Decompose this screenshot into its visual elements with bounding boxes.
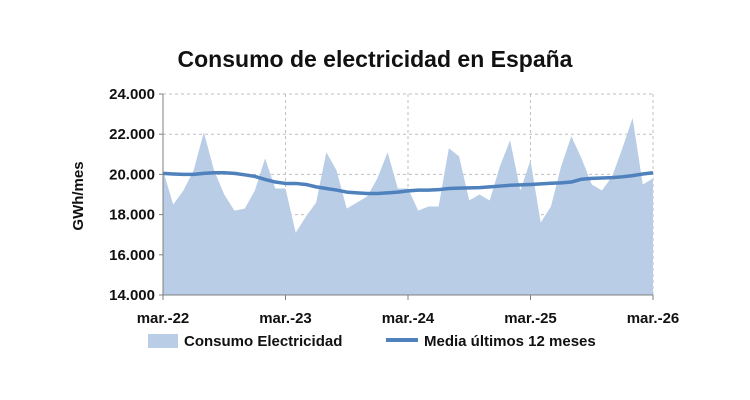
- y-tick-label-0: 14.000: [109, 287, 155, 304]
- x-tick-label-3: mar.-25: [504, 310, 557, 327]
- legend-swatch-consumo: [148, 334, 178, 348]
- legend-label-media: Media últimos 12 meses: [424, 333, 596, 350]
- axis-layer: 14.000 16.000 18.000 20.000 22.000 24.000 mar.…: [109, 86, 679, 327]
- y-tick-label-2: 18.000: [109, 207, 155, 224]
- x-tick-label-4: mar.-26: [627, 310, 680, 327]
- series-area-consumo: [163, 118, 653, 296]
- x-tick-label-2: mar.-24: [382, 310, 435, 327]
- line-layer: [162, 171, 654, 196]
- legend: Consumo Electricidad Media últimos 12 me…: [148, 333, 596, 350]
- y-axis-label: GWh/mes: [70, 161, 87, 230]
- legend-label-consumo: Consumo Electricidad: [184, 333, 342, 350]
- x-tick-label-0: mar.-22: [137, 310, 190, 327]
- x-tick-label-1: mar.-23: [259, 310, 312, 327]
- y-tick-label-3: 20.000: [109, 166, 155, 183]
- chart-title: Consumo de electricidad en España: [177, 46, 573, 72]
- y-tick-label-5: 24.000: [109, 86, 155, 103]
- y-tick-label-1: 16.000: [109, 247, 155, 264]
- area-layer: [163, 118, 653, 296]
- series-line-media: [162, 171, 654, 196]
- y-tick-label-4: 22.000: [109, 126, 155, 143]
